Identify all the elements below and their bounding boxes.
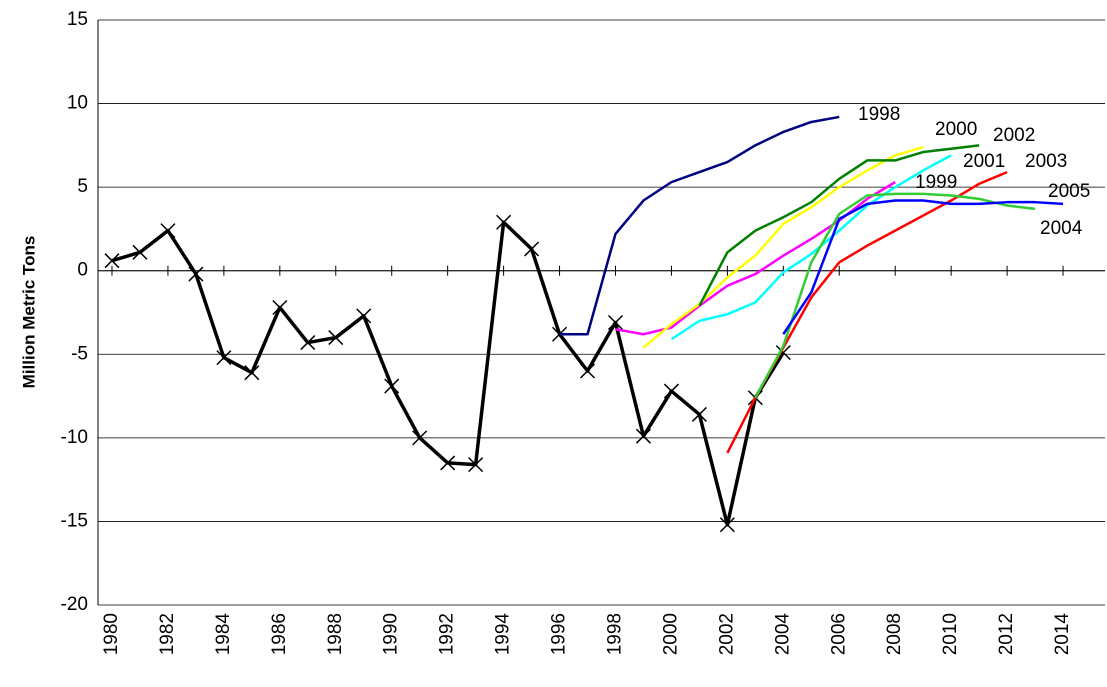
x-marker — [356, 308, 372, 324]
series-line — [782, 199, 1064, 335]
x-marker — [691, 406, 707, 422]
x-tick-label: 2010 — [940, 613, 961, 655]
x-tick-label: 2000 — [660, 613, 681, 655]
x-tick-label: 2008 — [884, 613, 905, 655]
x-marker — [440, 455, 456, 471]
y-tick-label: -20 — [61, 594, 88, 615]
x-marker — [496, 214, 512, 230]
x-tick-label: 1988 — [325, 613, 346, 655]
y-axis-label: Million Metric Tons — [19, 236, 38, 389]
x-tick-label: 2014 — [1052, 613, 1073, 656]
series-label: 2004 — [1040, 218, 1083, 239]
y-tick-label: 10 — [67, 93, 88, 114]
y-tick-label: 5 — [77, 176, 88, 197]
x-marker — [272, 299, 288, 316]
series-label: 2000 — [935, 119, 977, 140]
x-marker — [188, 266, 204, 282]
x-tick-label: 1998 — [605, 613, 626, 655]
x-tick-label: 1984 — [213, 613, 234, 656]
x-marker — [663, 383, 679, 399]
series-line — [559, 115, 840, 336]
x-marker — [412, 430, 428, 446]
x-marker — [216, 350, 232, 366]
x-tick-label: 2004 — [772, 613, 793, 656]
series-line — [754, 192, 1036, 399]
series-label: 2005 — [1048, 181, 1090, 202]
y-tick-label: 15 — [67, 9, 88, 30]
x-marker — [244, 365, 260, 381]
series-line — [670, 154, 952, 341]
x-marker — [328, 330, 344, 346]
x-tick-label: 2012 — [996, 613, 1017, 655]
series-label: 2002 — [993, 125, 1035, 146]
x-tick-label: 2006 — [828, 613, 849, 655]
series-label: 2001 — [963, 151, 1005, 172]
series-label: 2003 — [1025, 151, 1067, 172]
x-marker — [524, 241, 540, 257]
x-tick-label: 1990 — [381, 613, 402, 655]
y-tick-label: -5 — [71, 343, 88, 364]
x-tick-label: 1994 — [493, 613, 514, 656]
x-tick-label: 1986 — [269, 613, 290, 655]
series-line — [726, 170, 1008, 454]
x-marker — [719, 517, 735, 533]
x-tick-label: 1982 — [157, 613, 178, 655]
x-marker — [300, 335, 316, 351]
series-line — [698, 144, 980, 307]
x-marker — [579, 363, 596, 379]
y-tick-label: -15 — [61, 510, 88, 531]
x-marker — [104, 253, 120, 269]
x-marker — [160, 223, 176, 239]
y-tick-label: -10 — [61, 427, 88, 448]
y-tick-label: 0 — [77, 260, 88, 281]
x-marker — [607, 314, 624, 331]
series-line — [642, 145, 924, 349]
x-tick-label: 2002 — [716, 613, 737, 655]
x-tick-label: 1980 — [101, 613, 122, 655]
series-label: 1999 — [915, 172, 957, 193]
series-label: 1998 — [858, 104, 900, 125]
x-marker — [468, 457, 484, 473]
x-tick-label: 1996 — [549, 613, 570, 655]
x-marker — [132, 244, 148, 260]
x-marker — [384, 378, 400, 394]
x-tick-label: 1992 — [437, 613, 458, 655]
x-marker — [635, 428, 651, 444]
